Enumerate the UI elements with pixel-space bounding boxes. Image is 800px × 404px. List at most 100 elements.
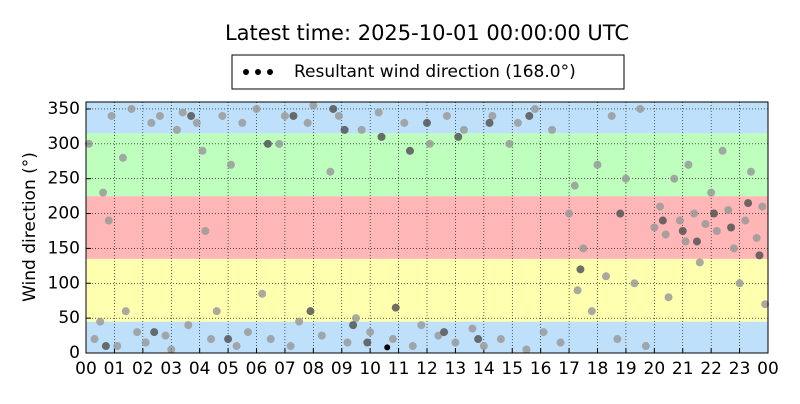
data-point: [351, 314, 360, 323]
data-point: [90, 335, 99, 344]
y-tick-label: 100: [48, 273, 80, 293]
data-point: [388, 335, 397, 344]
y-tick-label: 300: [48, 134, 80, 154]
data-point: [530, 104, 539, 113]
x-tick-label: 03: [160, 359, 182, 379]
data-point: [539, 328, 548, 337]
data-point: [184, 321, 193, 330]
data-point: [334, 111, 343, 120]
x-tick-label: 08: [303, 359, 325, 379]
data-point: [226, 160, 235, 169]
data-point: [468, 324, 477, 333]
data-point: [681, 237, 690, 246]
data-point: [349, 321, 358, 330]
data-point: [692, 237, 701, 246]
data-point: [309, 101, 318, 110]
x-tick-label: 15: [501, 359, 523, 379]
data-point: [630, 279, 639, 288]
plot-frame: [85, 101, 769, 354]
data-point: [99, 188, 108, 197]
x-tick-label: 00: [757, 359, 779, 379]
data-point: [167, 345, 176, 354]
x-tick-label: 12: [416, 359, 438, 379]
data-point: [650, 223, 659, 232]
data-point: [218, 111, 227, 120]
data-point: [238, 118, 247, 127]
y-axis-label: Wind direction (°): [20, 152, 40, 302]
data-point: [104, 216, 113, 225]
x-tick-label: 14: [473, 359, 495, 379]
y-tick-label: 250: [48, 169, 80, 189]
data-point: [303, 118, 312, 127]
data-point: [573, 286, 582, 295]
data-point: [258, 289, 267, 298]
data-point: [306, 307, 315, 316]
data-point: [675, 216, 684, 225]
data-point: [280, 111, 289, 120]
data-point: [275, 139, 284, 148]
data-point: [118, 153, 127, 162]
data-point: [326, 167, 335, 176]
data-point: [690, 209, 699, 218]
chart-title: Latest time: 2025-10-01 00:00:00 UTC: [225, 21, 629, 45]
y-tick-label: 50: [58, 308, 80, 328]
data-point: [286, 342, 295, 351]
y-tick-label: 350: [48, 99, 80, 119]
data-point: [593, 160, 602, 169]
data-point: [474, 335, 483, 344]
data-point: [548, 125, 557, 134]
data-point: [150, 328, 159, 337]
data-point: [295, 317, 304, 326]
data-point: [579, 244, 588, 253]
data-point: [755, 251, 764, 260]
data-point: [198, 146, 207, 155]
data-point: [243, 328, 252, 337]
data-point: [192, 118, 201, 127]
legend-marker: [267, 69, 273, 75]
data-point: [423, 118, 431, 127]
y-tick-label: 200: [48, 204, 80, 224]
data-point: [84, 139, 93, 148]
x-tick-label: 04: [189, 359, 211, 379]
data-point: [343, 338, 352, 347]
data-point: [329, 104, 338, 113]
data-point: [710, 209, 719, 218]
data-point: [400, 118, 409, 127]
data-point: [141, 338, 150, 347]
data-point: [576, 265, 585, 274]
data-point: [522, 345, 531, 354]
data-point: [454, 132, 463, 141]
legend-label: Resultant wind direction (168.0°): [294, 62, 576, 82]
y-tick-label: 0: [69, 343, 80, 363]
data-point: [658, 216, 667, 225]
data-point: [405, 146, 414, 155]
data-point: [641, 342, 650, 351]
x-tick-label: 09: [331, 359, 353, 379]
data-point: [684, 160, 693, 169]
legend-box: [231, 54, 625, 90]
data-point: [513, 118, 522, 127]
data-point: [113, 342, 122, 351]
data-point: [133, 328, 142, 337]
data-point: [664, 293, 673, 302]
data-point: [408, 342, 417, 351]
x-tick-label: 18: [587, 359, 609, 379]
x-tick-label: 01: [104, 359, 126, 379]
data-point: [496, 335, 505, 344]
data-point: [178, 108, 187, 117]
data-point: [127, 104, 136, 113]
x-tick-label: 13: [445, 359, 467, 379]
data-point: [212, 307, 221, 316]
data-point: [761, 300, 770, 309]
data-point: [656, 202, 665, 211]
data-point: [602, 272, 611, 281]
data-point: [459, 125, 468, 134]
data-point: [752, 233, 761, 242]
data-point: [263, 139, 272, 148]
x-tick-label: 16: [530, 359, 552, 379]
data-point: [121, 307, 130, 316]
data-point: [187, 111, 196, 120]
x-tick-label: 17: [558, 359, 580, 379]
data-point: [479, 342, 488, 351]
